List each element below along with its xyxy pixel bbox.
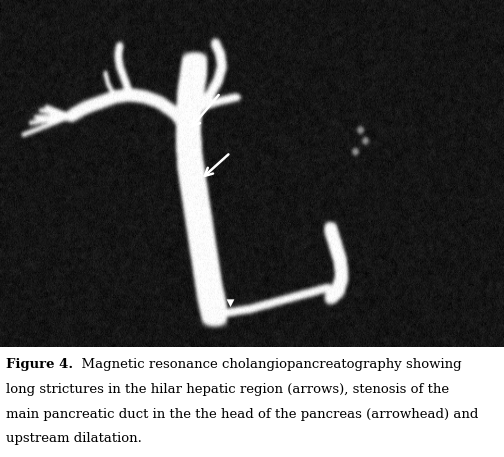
Text: main pancreatic duct in the the head of the pancreas (arrowhead) and: main pancreatic duct in the the head of … <box>6 408 478 421</box>
Text: Figure 4.: Figure 4. <box>6 358 73 372</box>
Text: upstream dilatation.: upstream dilatation. <box>6 432 142 446</box>
Text: Magnetic resonance cholangiopancreatography showing: Magnetic resonance cholangiopancreatogra… <box>73 358 462 372</box>
Text: long strictures in the hilar hepatic region (arrows), stenosis of the: long strictures in the hilar hepatic reg… <box>6 383 449 396</box>
